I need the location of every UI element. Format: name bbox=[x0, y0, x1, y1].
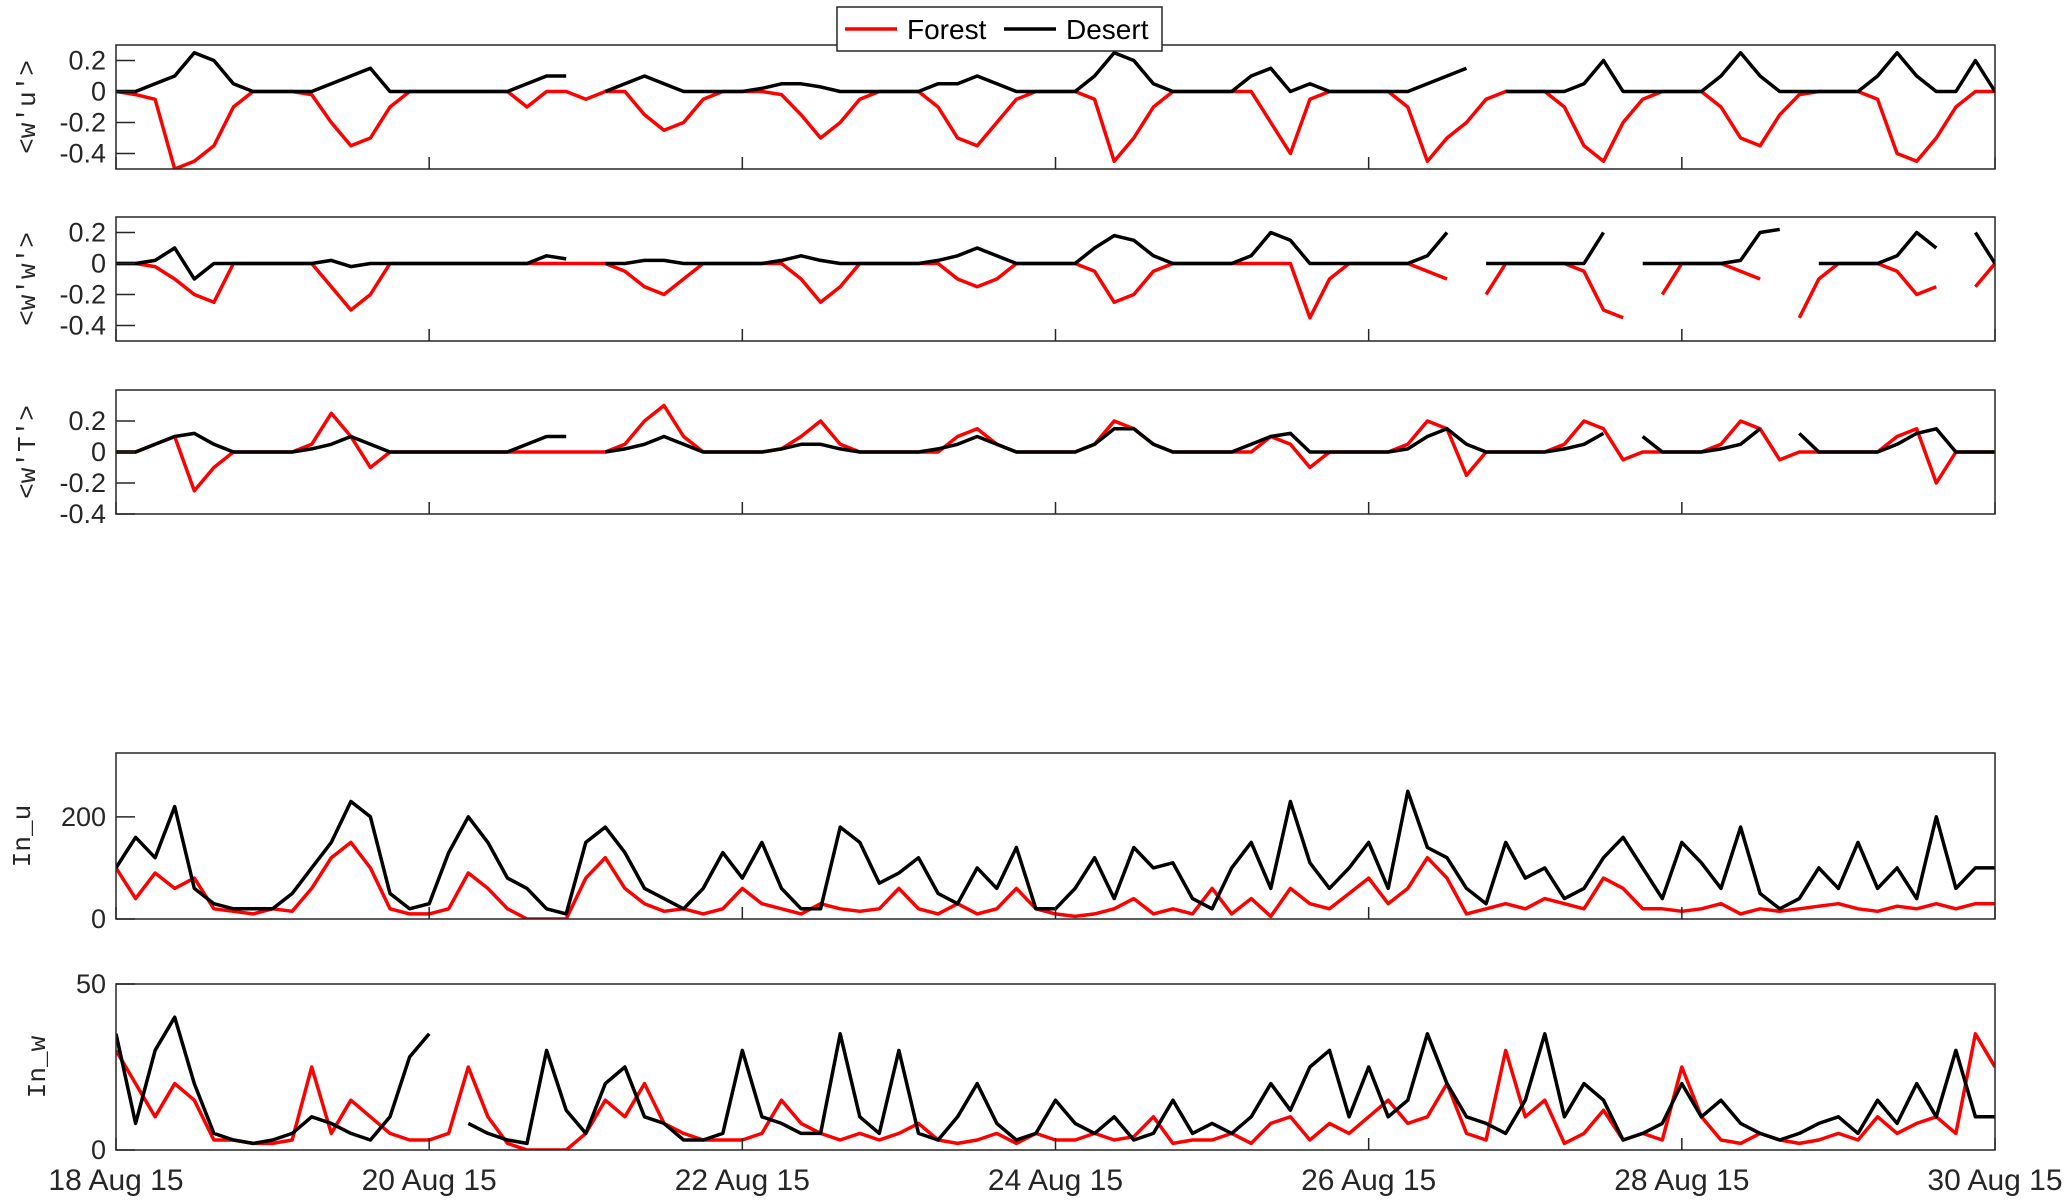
series-desert-line bbox=[116, 789, 1995, 916]
panel-2: 0.20-0.2-0.4 <w′w′> bbox=[13, 216, 1996, 342]
y-tick-label: 0 bbox=[91, 904, 106, 934]
series-desert-line bbox=[116, 1015, 1995, 1146]
y-axis-label: In_u bbox=[8, 805, 38, 867]
y-tick-label: 0 bbox=[91, 77, 106, 107]
y-axis-label: <w′w′> bbox=[13, 232, 43, 326]
y-axis-label: <w′u′> bbox=[13, 60, 43, 154]
legend-desert-label: Desert bbox=[1066, 14, 1149, 45]
panel-3: 0.20-0.2-0.4 <w′T′> bbox=[13, 389, 1996, 529]
y-tick-label: 200 bbox=[61, 802, 106, 832]
axes-box bbox=[115, 752, 1996, 920]
series-desert-line bbox=[116, 227, 1995, 281]
y-tick-label: -0.2 bbox=[59, 280, 106, 310]
series-forest-line bbox=[116, 403, 1995, 493]
panel-4: 200 0 In_u bbox=[8, 752, 1996, 934]
x-tick-label: 24 Aug 15 bbox=[988, 1164, 1123, 1197]
series-desert-line bbox=[116, 427, 1995, 454]
x-tick-label: 18 Aug 15 bbox=[48, 1164, 183, 1197]
legend: Forest Desert bbox=[836, 6, 1163, 52]
y-tick-label: -0.4 bbox=[59, 139, 106, 169]
series-forest-line bbox=[116, 261, 1995, 320]
y-tick-label: 0.2 bbox=[68, 218, 106, 248]
y-tick-label: 0.2 bbox=[68, 46, 106, 76]
x-tick-label: 22 Aug 15 bbox=[675, 1164, 810, 1197]
y-tick-label: 0 bbox=[91, 1135, 106, 1165]
x-tick-label: 26 Aug 15 bbox=[1301, 1164, 1436, 1197]
y-tick-label: -0.2 bbox=[59, 108, 106, 138]
legend-forest-label: Forest bbox=[907, 14, 987, 45]
x-tick-label: 20 Aug 15 bbox=[362, 1164, 497, 1197]
x-tick-label: 28 Aug 15 bbox=[1614, 1164, 1749, 1197]
y-axis-label: In_w bbox=[23, 1035, 53, 1098]
series-desert-line bbox=[116, 51, 1995, 94]
y-tick-label: -0.4 bbox=[59, 499, 106, 529]
y-tick-label: 50 bbox=[76, 969, 106, 999]
y-tick-label: 0 bbox=[91, 437, 106, 467]
axes-box bbox=[115, 983, 1996, 1151]
y-tick-label: 0.2 bbox=[68, 406, 106, 436]
y-axis-label: <w′T′> bbox=[13, 405, 43, 499]
y-tick-label: -0.4 bbox=[59, 311, 106, 341]
axes-box bbox=[115, 216, 1996, 342]
x-tick-label: 30 Aug 15 bbox=[1927, 1164, 2062, 1197]
y-tick-label: 0 bbox=[91, 249, 106, 279]
panel-5: 50 018 Aug 15 20 Aug 15 22 Aug 15 24 Aug 15 2… bbox=[23, 969, 2063, 1197]
panel-1: 0.20-0.2-0.4 <w′u′> bbox=[13, 44, 1996, 170]
y-tick-label: -0.2 bbox=[59, 468, 106, 498]
axes-box bbox=[115, 44, 1996, 170]
